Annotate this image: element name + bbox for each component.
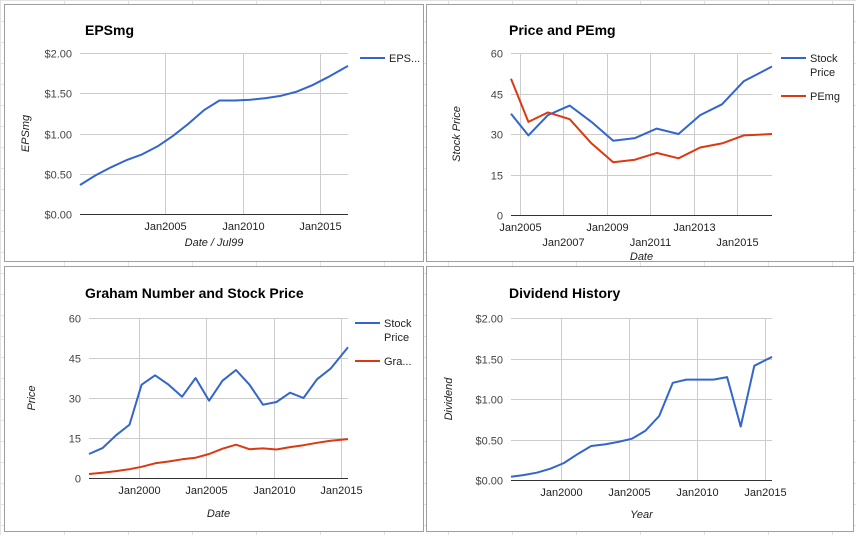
legend-label-line: EPS... — [389, 53, 420, 65]
x-tick-label: Jan2013 — [673, 222, 715, 234]
x-tick-label: Jan2015 — [320, 485, 362, 497]
legend-label: PEmg — [810, 91, 840, 103]
y-tick-label: 30 — [491, 130, 503, 142]
graham-chart-panel: Graham Number and Stock Price 0 15 30 45 60 Ja… — [4, 266, 424, 532]
price-pe-chart: Price and PEmg015304560Jan2005Jan2007Jan… — [451, 22, 840, 262]
y-axis-title: EPSmg — [20, 114, 32, 152]
y-tick-label: 45 — [491, 90, 503, 102]
legend-label-line: Price — [384, 332, 409, 344]
y-tick-label: 0 — [75, 474, 81, 486]
eps-chart-panel: EPSmg $0.00 $0.50 $1.00 $1.50 $2.00 Jan2005 Jan… — [4, 4, 424, 262]
y-tick-label: $0.50 — [44, 170, 72, 182]
chart-title: Graham Number and Stock Price — [85, 285, 304, 301]
y-tick-label: 15 — [69, 434, 81, 446]
legend-label: EPS... — [389, 53, 420, 65]
y-tick-label: 15 — [491, 171, 503, 183]
x-axis-title: Date — [630, 251, 653, 262]
x-axis-title: Date — [207, 508, 230, 520]
series-line-0 — [79, 65, 349, 186]
dividend-chart-panel: Dividend History $0.00 $0.50 $1.00 $1.50 $2.0… — [426, 266, 854, 532]
y-tick-label: $2.00 — [44, 49, 72, 61]
y-tick-label: $1.00 — [475, 395, 503, 407]
x-tick-label: Jan2010 — [222, 221, 264, 233]
y-axis-title: Price — [26, 385, 38, 410]
series-line-0 — [88, 346, 349, 455]
x-tick-label: Jan2010 — [676, 487, 718, 499]
x-tick-label: Jan2005 — [499, 222, 541, 234]
y-tick-label: 60 — [69, 314, 81, 326]
x-axis-title: Date / Jul99 — [185, 237, 244, 249]
graham-chart: Graham Number and Stock Price 0 15 30 45 60 Ja… — [26, 285, 412, 520]
legend-label-line: PEmg — [810, 91, 840, 103]
price-pe-chart-panel: Price and PEmg 0 15 30 45 60 Jan2005 Jan2007 Jan… — [426, 4, 854, 262]
y-tick-label: 60 — [491, 49, 503, 61]
chart-title: Price and PEmg — [509, 22, 616, 38]
y-tick-label: 0 — [497, 211, 503, 223]
x-tick-label: Jan2005 — [608, 487, 650, 499]
series-line-0 — [510, 356, 773, 478]
y-tick-label: $0.00 — [44, 210, 72, 222]
legend-label-line: Stock — [810, 53, 838, 65]
dividend-chart: Dividend History $0.00 $0.50 $1.00 $1.50 $2.0… — [443, 285, 787, 521]
y-tick-label: $0.00 — [475, 476, 503, 488]
x-tick-label: Jan2015 — [716, 237, 758, 249]
x-tick-label: Jan2015 — [299, 221, 341, 233]
legend-label-line: Stock — [384, 318, 412, 330]
x-tick-label: Jan2005 — [144, 221, 186, 233]
y-axis-title: Stock Price — [451, 106, 463, 162]
series-line-1 — [88, 438, 349, 475]
y-tick-label: $0.50 — [475, 436, 503, 448]
x-tick-label: Jan2000 — [540, 487, 582, 499]
legend-label: Stock Price — [384, 318, 412, 344]
y-tick-label: 30 — [69, 394, 81, 406]
chart-title: Dividend History — [509, 285, 620, 301]
x-tick-label: Jan2000 — [118, 485, 160, 497]
y-tick-label: $1.00 — [44, 130, 72, 142]
legend-label: Stock Price — [810, 53, 838, 79]
y-tick-label: 45 — [69, 354, 81, 366]
x-tick-label: Jan2005 — [185, 485, 227, 497]
legend-label: Gra... — [384, 356, 412, 368]
x-tick-label: Jan2015 — [744, 487, 786, 499]
y-axis-title: Dividend — [443, 377, 455, 421]
y-tick-label: $2.00 — [475, 314, 503, 326]
y-tick-label: $1.50 — [475, 355, 503, 367]
x-axis-title: Year — [630, 509, 654, 521]
x-tick-label: Jan2007 — [542, 237, 584, 249]
legend-label-line: Price — [810, 67, 835, 79]
x-tick-label: Jan2010 — [253, 485, 295, 497]
x-tick-label: Jan2011 — [630, 237, 671, 249]
y-tick-label: $1.50 — [44, 89, 72, 101]
series-line-1 — [510, 78, 773, 164]
legend-label-line: Gra... — [384, 356, 412, 368]
x-tick-label: Jan2009 — [586, 222, 628, 234]
eps-chart: EPSmg $0.00 $0.50 $1.00 $1.50 $2.00 Jan2005 Jan… — [20, 22, 420, 249]
series-line-0 — [510, 65, 773, 142]
chart-title: EPSmg — [85, 22, 134, 38]
